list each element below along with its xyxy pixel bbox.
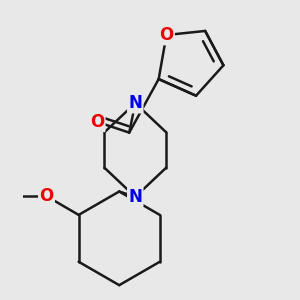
Text: N: N [128, 188, 142, 206]
Text: O: O [159, 26, 174, 44]
Text: O: O [39, 187, 54, 205]
Text: O: O [39, 187, 54, 205]
Text: O: O [90, 113, 104, 131]
Text: N: N [128, 94, 142, 112]
